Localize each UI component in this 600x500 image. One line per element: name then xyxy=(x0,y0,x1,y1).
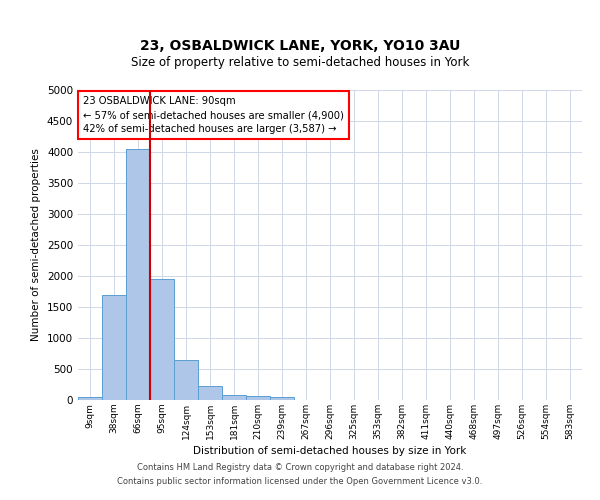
Bar xyxy=(150,279,174,400)
Bar xyxy=(126,149,150,400)
Y-axis label: Number of semi-detached properties: Number of semi-detached properties xyxy=(31,148,41,342)
X-axis label: Distribution of semi-detached houses by size in York: Distribution of semi-detached houses by … xyxy=(193,446,467,456)
Text: 23, OSBALDWICK LANE, YORK, YO10 3AU: 23, OSBALDWICK LANE, YORK, YO10 3AU xyxy=(140,38,460,52)
Bar xyxy=(246,396,270,400)
Text: Contains public sector information licensed under the Open Government Licence v3: Contains public sector information licen… xyxy=(118,477,482,486)
Text: Contains HM Land Registry data © Crown copyright and database right 2024.: Contains HM Land Registry data © Crown c… xyxy=(137,464,463,472)
Bar xyxy=(174,360,198,400)
Text: Size of property relative to semi-detached houses in York: Size of property relative to semi-detach… xyxy=(131,56,469,69)
Bar xyxy=(78,397,102,400)
Bar xyxy=(198,386,222,400)
Text: 23 OSBALDWICK LANE: 90sqm
← 57% of semi-detached houses are smaller (4,900)
42% : 23 OSBALDWICK LANE: 90sqm ← 57% of semi-… xyxy=(83,96,344,134)
Bar xyxy=(222,395,246,400)
Bar xyxy=(270,397,294,400)
Bar xyxy=(102,294,126,400)
